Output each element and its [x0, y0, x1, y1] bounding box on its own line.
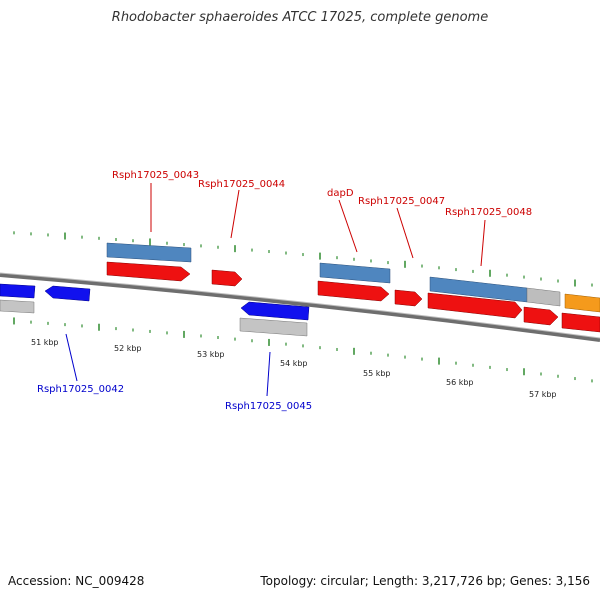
gene-label: Rsph17025_0044	[198, 179, 285, 190]
label-leaders	[65, 183, 486, 397]
gene-label: Rsph17025_0047	[358, 196, 445, 207]
forward-cds-features	[106, 261, 600, 333]
scale-label: 54 kbp	[280, 359, 308, 368]
scale-label: 53 kbp	[197, 350, 225, 359]
genome-backbone-highlight	[0, 272, 600, 339]
cds-arrow	[211, 269, 243, 287]
reverse-gene-features	[0, 299, 308, 337]
cds-arrow	[561, 312, 600, 333]
gene-label: Rsph17025_0042	[37, 384, 124, 395]
gene-bar	[319, 262, 391, 284]
cds-arrow	[523, 306, 559, 326]
cds-arrow	[394, 289, 423, 307]
scale-labels: 51 kbp 52 kbp 53 kbp 54 kbp 55 kbp 56 kb…	[31, 338, 557, 399]
gene-label: dapD	[327, 188, 354, 199]
cds-arrow	[240, 301, 310, 321]
scale-label: 56 kbp	[446, 378, 474, 387]
gene-labels: Rsph17025_0043 Rsph17025_0044 dapD Rsph1…	[37, 170, 532, 412]
gene-label: Rsph17025_0048	[445, 207, 532, 218]
gene-bar	[106, 242, 192, 263]
tick-marks	[13, 231, 593, 383]
forward-gene-features	[106, 242, 600, 313]
gene-bar	[526, 287, 561, 307]
scale-label: 52 kbp	[114, 344, 142, 353]
gene-bar	[239, 317, 308, 337]
cds-arrow	[427, 292, 523, 319]
cds-arrow	[317, 280, 390, 302]
gene-label: Rsph17025_0045	[225, 401, 312, 412]
accession-label: Accession: NC_009428	[8, 574, 145, 588]
scale-label: 57 kbp	[529, 390, 557, 399]
scale-label: 51 kbp	[31, 338, 59, 347]
genome-backbone	[0, 273, 600, 342]
genome-summary: Topology: circular; Length: 3,217,726 bp…	[260, 574, 590, 588]
genome-title: Rhodobacter sphaeroides ATCC 17025, comp…	[111, 10, 489, 25]
reverse-cds-features	[0, 283, 310, 321]
cds-arrow	[106, 261, 191, 282]
scale-label: 55 kbp	[363, 369, 391, 378]
gene-bar	[564, 293, 600, 313]
cds-arrow	[44, 285, 91, 302]
cds-arrow	[0, 283, 36, 299]
gene-label: Rsph17025_0043	[112, 170, 199, 181]
gene-bar	[0, 299, 35, 314]
